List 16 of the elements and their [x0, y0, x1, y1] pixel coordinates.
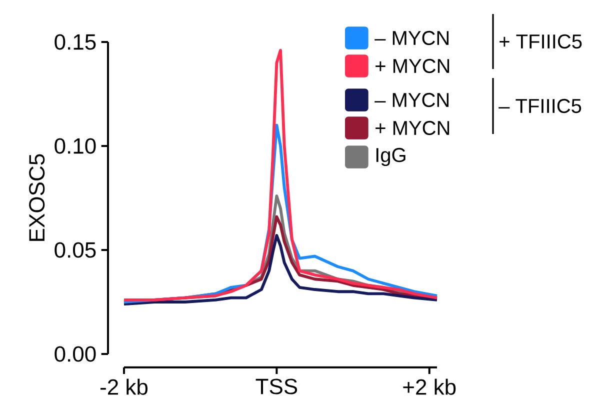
- y-axis-title: EXOSC5: [29, 154, 45, 241]
- legend-label: + MYCN: [376, 120, 450, 136]
- text: – TFIIIC5: [498, 98, 582, 114]
- legend-label: – MYCN: [374, 92, 449, 108]
- x-tick-label: -2 kb: [100, 378, 148, 395]
- x-tick-label: +2 kb: [403, 378, 456, 395]
- legend-label: – MYCN: [374, 30, 449, 46]
- legend-label: + MYCN: [376, 58, 450, 74]
- y-tick-label: 0.15: [54, 34, 96, 50]
- legend-label: IgG: [376, 148, 406, 166]
- text: + TFIIIC5: [500, 34, 582, 49]
- x-tick-label: TSS: [256, 378, 298, 394]
- line-series: [122, 234, 438, 306]
- y-tick-label: 0.00: [54, 346, 96, 362]
- y-tick-label: 0.10: [54, 138, 96, 154]
- y-tick-label: 0.05: [54, 242, 96, 258]
